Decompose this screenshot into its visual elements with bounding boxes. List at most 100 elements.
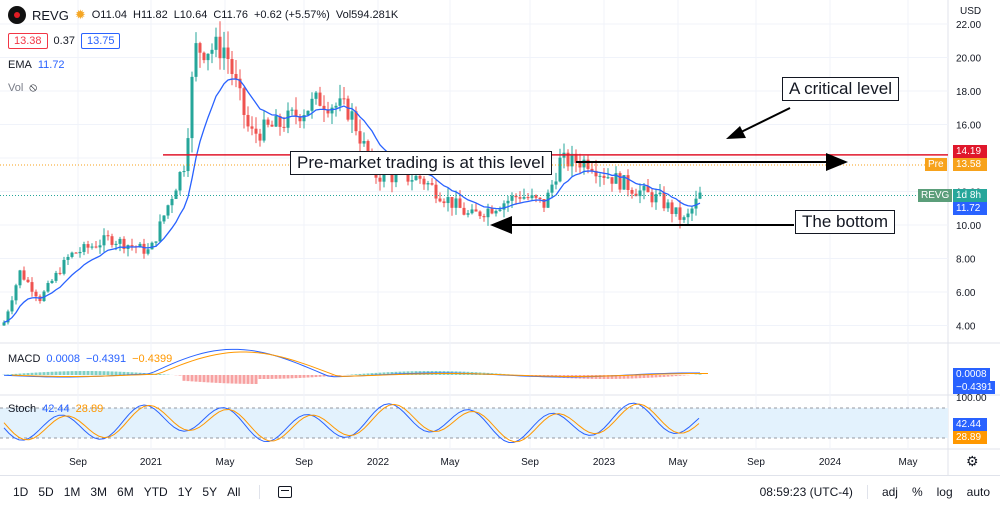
candle-body — [334, 105, 338, 108]
macd-histogram-bar — [654, 375, 658, 378]
premarket-label-tag: Pre — [925, 158, 947, 171]
change-value: +0.62 (+5.57%) — [254, 9, 330, 21]
candle-body — [670, 202, 674, 214]
time-axis-label: 2024 — [819, 457, 842, 468]
macd-histogram-bar — [302, 375, 306, 378]
adj-button[interactable]: adj — [881, 484, 898, 499]
range-1m-button[interactable]: 1M — [63, 484, 81, 499]
ema-legend[interactable]: EMA 11.72 — [8, 59, 65, 71]
candle-body — [346, 98, 350, 120]
candle-body — [154, 241, 158, 243]
candle-body — [642, 186, 646, 191]
vol-legend[interactable]: Vol ⦸ — [8, 80, 37, 95]
range-ytd-button[interactable]: YTD — [143, 484, 168, 499]
candle-body — [490, 208, 494, 214]
high-value: H11.82 — [133, 9, 168, 21]
price-axis-label: 4.00 — [956, 322, 976, 333]
range-3m-button[interactable]: 3M — [90, 484, 108, 499]
macd-histogram-bar — [674, 375, 678, 377]
macd-signal-line — [11, 351, 709, 377]
macd-histogram-bar — [622, 375, 626, 379]
candle-body — [390, 173, 394, 183]
candle-body — [198, 43, 202, 53]
range-6m-button[interactable]: 6M — [117, 484, 134, 499]
range-5d-button[interactable]: 5D — [38, 484, 54, 499]
stoch-legend[interactable]: Stoch 42.44 28.89 — [8, 403, 103, 415]
candle-body — [678, 207, 682, 220]
candle-body — [650, 192, 654, 203]
log-button[interactable]: log — [936, 484, 953, 499]
candle-body — [74, 252, 78, 254]
candle-body — [558, 157, 562, 182]
stoch-band — [0, 408, 948, 438]
candle-body — [498, 209, 502, 211]
macd-histogram-bar — [278, 375, 282, 379]
macd-label: MACD — [8, 353, 41, 365]
macd-histogram-bar — [330, 375, 334, 376]
candle-body — [62, 259, 66, 274]
macd-histogram-bar — [110, 371, 114, 375]
candle-body — [166, 205, 170, 216]
macd-histogram-bar — [630, 375, 634, 379]
macd-histogram-bar — [106, 371, 110, 375]
settings-gear-icon[interactable]: ⚙ — [966, 453, 979, 469]
macd-histogram-bar — [222, 375, 226, 384]
eye-off-icon[interactable]: ⦸ — [29, 80, 38, 94]
price-axis-label: 18.00 — [956, 87, 981, 98]
time-axis-label: Sep — [295, 457, 313, 468]
macd-histogram-bar — [594, 375, 598, 379]
macd-histogram-bar — [610, 375, 614, 379]
currency-label[interactable]: USD — [960, 6, 982, 17]
macd-histogram-bar — [390, 372, 394, 375]
ask-box[interactable]: 13.75 — [80, 33, 121, 49]
range-1d-button[interactable]: 1D — [13, 484, 29, 499]
symbol-name[interactable]: REVG — [32, 7, 69, 23]
candle-body — [290, 109, 294, 111]
clock-time[interactable]: 08:59:23 (UTC-4) — [759, 484, 853, 499]
macd-histogram-bar — [634, 375, 638, 379]
candle-body — [610, 177, 614, 184]
candle-body — [342, 98, 346, 100]
candle-body — [630, 189, 634, 194]
macd-histogram-bar — [382, 372, 386, 375]
range-1y-button[interactable]: 1Y — [177, 484, 193, 499]
macd-histogram-bar — [62, 371, 66, 375]
ema-axis-tag: 11.72 — [953, 202, 987, 215]
candle-body — [6, 311, 10, 323]
candle-body — [602, 175, 606, 178]
macd-histogram-bar — [626, 375, 630, 379]
bid-box[interactable]: 13.38 — [8, 33, 48, 49]
macd-histogram-bar — [186, 375, 190, 382]
macd-histogram-bar — [358, 373, 362, 375]
macd-histogram-bar — [670, 375, 674, 377]
candle-body — [326, 109, 330, 114]
macd-histogram-bar — [258, 375, 262, 379]
calendar-icon[interactable] — [278, 485, 293, 498]
stoch-d-value: 28.89 — [75, 403, 104, 415]
candle-body — [310, 98, 314, 111]
candle-body — [590, 168, 594, 171]
range-buttons: 1D 5D 1M 3M 6M YTD 1Y 5Y All — [8, 485, 245, 499]
candle-body — [42, 291, 46, 302]
auto-button[interactable]: auto — [966, 484, 990, 499]
range-5y-button[interactable]: 5Y — [202, 484, 218, 499]
range-all-button[interactable]: All — [227, 484, 241, 499]
candle-body — [454, 198, 458, 208]
bottom-callout[interactable]: The bottom — [795, 210, 895, 234]
critical-level-callout[interactable]: A critical level — [782, 77, 899, 101]
macd-histogram-bar — [74, 371, 78, 375]
candle-body — [378, 177, 382, 182]
macd-histogram-bar — [210, 375, 214, 383]
candle-body — [254, 128, 258, 134]
macd-histogram-bar — [226, 375, 230, 384]
macd-legend[interactable]: MACD 0.0008 −0.4391 −0.4399 — [8, 353, 172, 365]
macd-histogram-bar — [370, 373, 374, 375]
bottom-arrow-head — [490, 216, 512, 234]
candle-body — [494, 210, 498, 214]
percent-button[interactable]: % — [911, 484, 923, 499]
macd-histogram-bar — [126, 372, 130, 375]
candle-body — [482, 216, 486, 218]
premarket-callout[interactable]: Pre-market trading is at this level — [290, 151, 552, 175]
